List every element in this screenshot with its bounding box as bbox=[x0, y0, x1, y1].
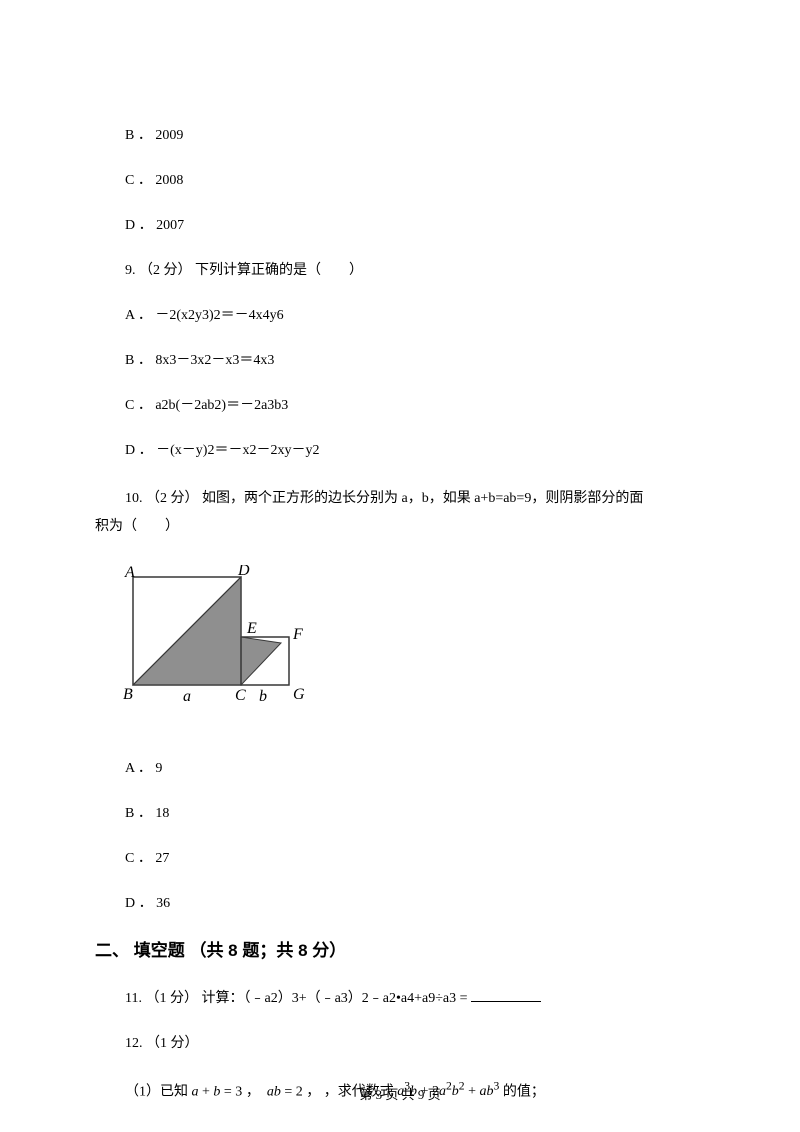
q-points: （1 分） bbox=[145, 991, 198, 1006]
q-num: 9. bbox=[125, 263, 136, 278]
opt-text: 27 bbox=[155, 851, 169, 866]
opt-text: 2009 bbox=[155, 128, 183, 143]
opt-label: B bbox=[125, 128, 134, 143]
label-D: D bbox=[237, 565, 250, 579]
opt-text: －2(x2y3)2＝－4x4y6 bbox=[155, 308, 283, 323]
question-12: 12. （1 分） bbox=[95, 1033, 705, 1054]
q10-option-d: D ． 36 bbox=[95, 893, 705, 914]
q-points: （2 分） bbox=[146, 491, 199, 506]
opt-label: B bbox=[125, 353, 134, 368]
opt-label: A bbox=[125, 308, 134, 323]
question-9: 9. （2 分） 下列计算正确的是（ ） bbox=[95, 260, 705, 281]
q8-option-c: C ． 2008 bbox=[95, 170, 705, 191]
label-A: A bbox=[124, 565, 135, 581]
q-num: 12. bbox=[125, 1036, 143, 1051]
q-points: （1 分） bbox=[146, 1036, 199, 1051]
label-B: B bbox=[123, 686, 133, 703]
q9-option-d: D ． －(x－y)2＝－x2－2xy－y2 bbox=[95, 440, 705, 461]
opt-text: －(x－y)2＝－x2－2xy－y2 bbox=[156, 443, 319, 458]
q-stem-line2: 积为（ ） bbox=[95, 513, 705, 541]
fill-blank[interactable] bbox=[471, 988, 541, 1002]
q8-option-b: B ． 2009 bbox=[95, 125, 705, 146]
label-C: C bbox=[235, 687, 246, 704]
label-E: E bbox=[246, 620, 257, 637]
q-points: （2 分） bbox=[139, 263, 192, 278]
opt-label: A bbox=[125, 761, 134, 776]
opt-label: C bbox=[125, 173, 134, 188]
opt-label: C bbox=[125, 398, 134, 413]
opt-label: D bbox=[125, 218, 135, 233]
q9-option-a: A ． －2(x2y3)2＝－4x4y6 bbox=[95, 305, 705, 326]
q-num: 10. bbox=[125, 491, 143, 506]
label-a: a bbox=[183, 688, 191, 705]
opt-text: 8x3－3x2－x3＝4x3 bbox=[155, 353, 274, 368]
label-b: b bbox=[259, 688, 267, 705]
question-11: 11. （1 分） 计算：（﹣a2）3+（﹣a3）2﹣a2•a4+a9÷a3 = bbox=[95, 988, 705, 1009]
question-10: 10. （2 分） 如图，两个正方形的边长分别为 a，b，如果 a+b=ab=9… bbox=[95, 485, 705, 541]
q10-option-c: C ． 27 bbox=[95, 848, 705, 869]
opt-label: D bbox=[125, 896, 135, 911]
q8-option-d: D ． 2007 bbox=[95, 215, 705, 236]
section-2-heading: 二、 填空题 （共 8 题；共 8 分） bbox=[95, 938, 705, 964]
opt-label: D bbox=[125, 443, 135, 458]
q-stem: 下列计算正确的是（ ） bbox=[195, 263, 363, 278]
label-F: F bbox=[292, 626, 303, 643]
q10-option-b: B ． 18 bbox=[95, 803, 705, 824]
label-G: G bbox=[293, 686, 305, 703]
q9-option-b: B ． 8x3－3x2－x3＝4x3 bbox=[95, 350, 705, 371]
opt-text: 18 bbox=[155, 806, 169, 821]
opt-text: 2008 bbox=[155, 173, 183, 188]
q10-figure: A D E F B C G a b bbox=[113, 565, 705, 734]
opt-text: 36 bbox=[156, 896, 170, 911]
q10-option-a: A ． 9 bbox=[95, 758, 705, 779]
q-num: 11. bbox=[125, 991, 142, 1006]
page-footer: 第 3 页 共 9 页 bbox=[0, 1085, 800, 1105]
opt-text: 9 bbox=[155, 761, 162, 776]
q-stem-line1: 如图，两个正方形的边长分别为 a，b，如果 a+b=ab=9，则阴影部分的面 bbox=[202, 491, 643, 506]
q-stem: 计算：（﹣a2）3+（﹣a3）2﹣a2•a4+a9÷a3 = bbox=[201, 991, 467, 1006]
opt-text: a2b(－2ab2)＝－2a3b3 bbox=[155, 398, 288, 413]
opt-label: B bbox=[125, 806, 134, 821]
opt-text: 2007 bbox=[156, 218, 184, 233]
q9-option-c: C ． a2b(－2ab2)＝－2a3b3 bbox=[95, 395, 705, 416]
opt-label: C bbox=[125, 851, 134, 866]
